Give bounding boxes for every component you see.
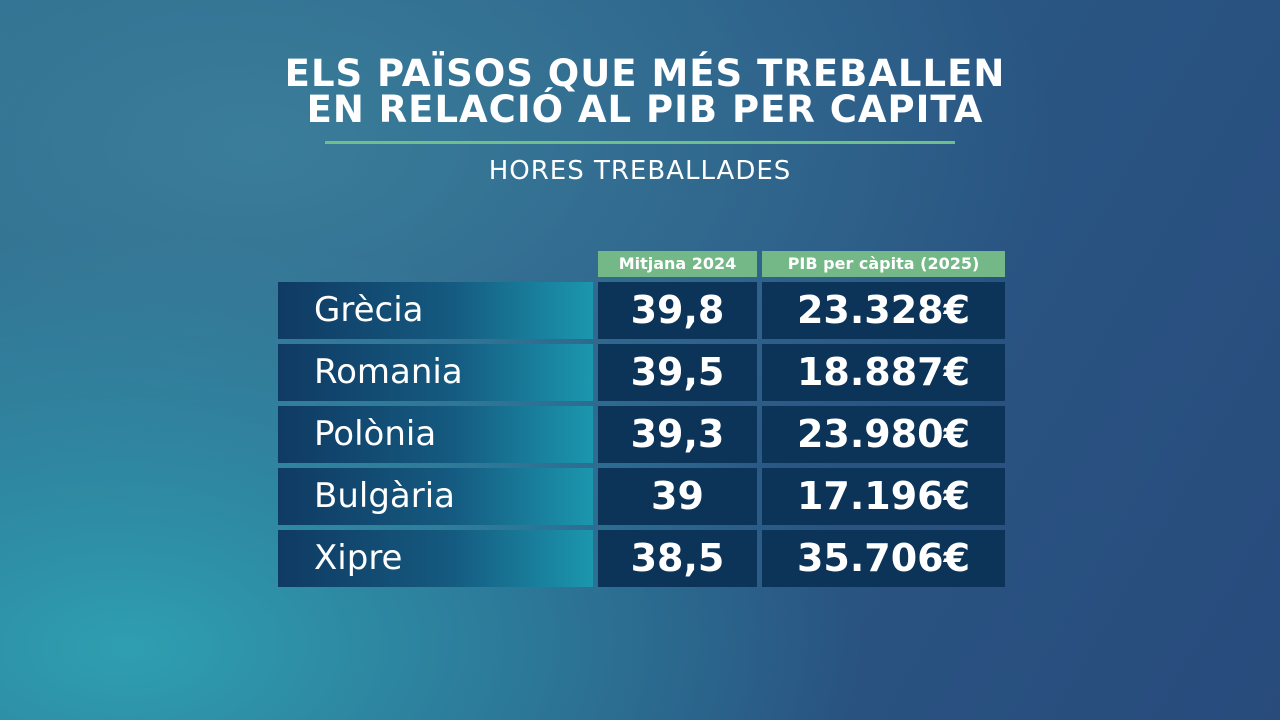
- subtitle: HORES TREBALLADES: [488, 156, 792, 186]
- title-line: ELS PAÏSOS QUE MÉS TREBALLEN: [284, 52, 1006, 95]
- hours-cell: 39: [598, 468, 757, 525]
- gdp-cell: 17.196€: [762, 468, 1005, 525]
- hours-cell: 39,3: [598, 406, 757, 463]
- gdp-cell: 23.328€: [762, 282, 1005, 339]
- country-cell: Xipre: [278, 530, 593, 587]
- column-header: PIB per càpita (2025): [762, 251, 1005, 277]
- column-header: Mitjana 2024: [598, 251, 757, 277]
- country-cell: Polònia: [278, 406, 593, 463]
- gdp-cell: 23.980€: [762, 406, 1005, 463]
- country-cell: Bulgària: [278, 468, 593, 525]
- hours-cell: 39,5: [598, 344, 757, 401]
- gdp-cell: 35.706€: [762, 530, 1005, 587]
- hours-cell: 39,8: [598, 282, 757, 339]
- gdp-cell: 18.887€: [762, 344, 1005, 401]
- hours-cell: 38,5: [598, 530, 757, 587]
- divider: [325, 141, 955, 144]
- country-cell: Grècia: [278, 282, 593, 339]
- country-cell: Romania: [278, 344, 593, 401]
- title-line: EN RELACIÓ AL PIB PER CAPITA: [306, 88, 984, 131]
